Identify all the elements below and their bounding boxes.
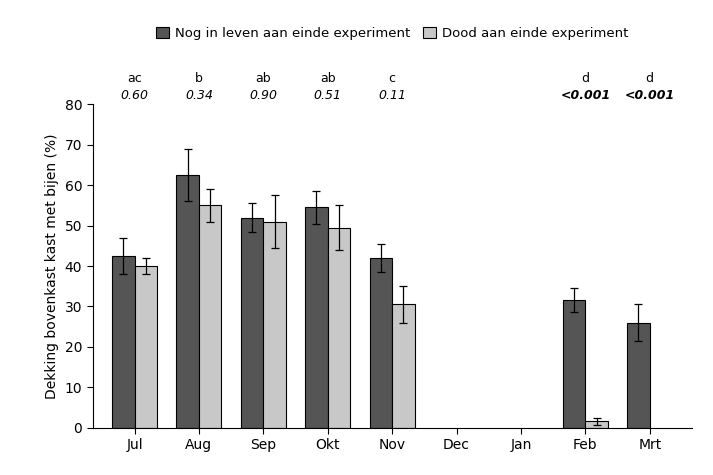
Text: <0.001: <0.001 — [625, 89, 675, 102]
Text: ab: ab — [320, 72, 336, 85]
Text: d: d — [646, 72, 654, 85]
Bar — [241, 218, 263, 428]
Text: <0.001: <0.001 — [560, 89, 610, 102]
Legend: Nog in leven aan einde experiment, Dood aan einde experiment: Nog in leven aan einde experiment, Dood … — [156, 27, 628, 40]
Bar — [563, 300, 585, 428]
Text: 0.90: 0.90 — [250, 89, 277, 102]
Bar — [112, 256, 135, 428]
Bar — [627, 323, 650, 428]
Text: 0.34: 0.34 — [185, 89, 213, 102]
Text: ac: ac — [127, 72, 142, 85]
Text: 0.60: 0.60 — [120, 89, 148, 102]
Text: c: c — [389, 72, 396, 85]
Bar — [176, 175, 199, 428]
Bar — [392, 304, 415, 428]
Text: b: b — [195, 72, 203, 85]
Text: ab: ab — [255, 72, 271, 85]
Y-axis label: Dekking bovenkast kast met bijen (%): Dekking bovenkast kast met bijen (%) — [45, 133, 59, 399]
Bar — [199, 205, 222, 428]
Text: 0.11: 0.11 — [378, 89, 406, 102]
Bar — [328, 228, 350, 428]
Bar — [263, 221, 286, 428]
Text: 0.51: 0.51 — [314, 89, 342, 102]
Bar — [369, 258, 392, 428]
Bar — [585, 421, 608, 428]
Bar — [135, 266, 157, 428]
Text: d: d — [581, 72, 590, 85]
Bar — [305, 208, 328, 428]
